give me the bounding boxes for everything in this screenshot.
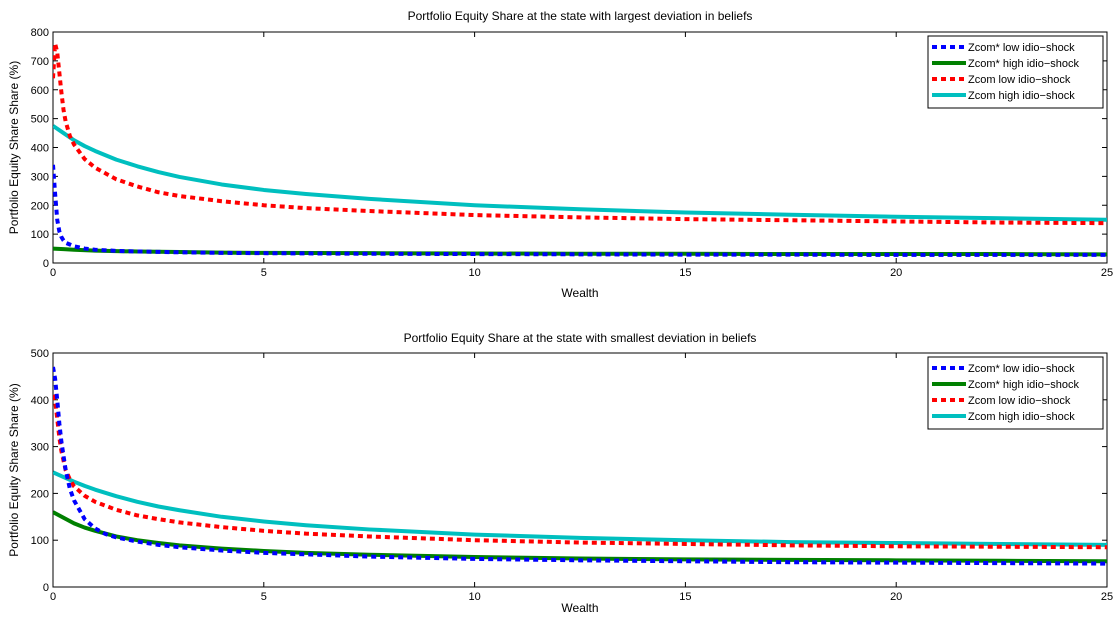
x-tick-label: 0: [50, 267, 56, 279]
y-tick-label: 800: [31, 27, 49, 39]
x-tick-label: 15: [679, 591, 691, 603]
y-tick-label: 300: [31, 442, 49, 454]
series-line-4: [53, 124, 1107, 222]
chart-bottom: Portfolio Equity Share at the state with…: [7, 331, 1113, 615]
legend-label: Zcom low idio−shock: [968, 74, 1071, 86]
series-line-4: [53, 470, 1107, 547]
legend-label: Zcom high idio−shock: [968, 90, 1075, 102]
y-tick-label: 500: [31, 114, 49, 126]
x-tick-label: 15: [679, 267, 691, 279]
y-tick-label: 300: [31, 171, 49, 183]
y-tick-label: 0: [43, 582, 49, 594]
x-tick-label: 25: [1101, 591, 1113, 603]
x-tick-label: 5: [261, 267, 267, 279]
y-tick-label: 600: [31, 85, 49, 97]
legend-label: Zcom* high idio−shock: [968, 379, 1079, 391]
x-tick-label: 5: [261, 591, 267, 603]
x-tick-label: 10: [468, 591, 480, 603]
y-tick-label: 200: [31, 200, 49, 212]
y-tick-label: 200: [31, 488, 49, 500]
x-tick-label: 0: [50, 591, 56, 603]
chart-top: Portfolio Equity Share at the state with…: [7, 9, 1113, 300]
x-tick-label: 10: [468, 267, 480, 279]
series-line-2: [53, 510, 1107, 564]
x-tick-label: 20: [890, 267, 902, 279]
y-tick-label: 100: [31, 229, 49, 241]
legend-label: Zcom* low idio−shock: [968, 42, 1075, 54]
y-axis-label: Portfolio Equity Share Share (%): [7, 61, 21, 234]
x-axis-label: Wealth: [561, 601, 598, 615]
legend-label: Zcom high idio−shock: [968, 411, 1075, 423]
x-tick-label: 20: [890, 591, 902, 603]
y-tick-label: 500: [31, 348, 49, 360]
x-tick-label: 25: [1101, 267, 1113, 279]
series-line-1: [53, 366, 1107, 566]
y-tick-label: 0: [43, 258, 49, 270]
x-axis-label: Wealth: [561, 286, 598, 300]
series-line-3: [53, 41, 1107, 226]
y-tick-label: 100: [31, 535, 49, 547]
chart-title: Portfolio Equity Share at the state with…: [408, 9, 753, 23]
y-tick-label: 400: [31, 143, 49, 155]
legend-label: Zcom* high idio−shock: [968, 58, 1079, 70]
legend-label: Zcom low idio−shock: [968, 395, 1071, 407]
legend-label: Zcom* low idio−shock: [968, 363, 1075, 375]
y-tick-label: 400: [31, 395, 49, 407]
chart-title: Portfolio Equity Share at the state with…: [404, 331, 757, 345]
y-tick-label: 700: [31, 56, 49, 68]
y-axis-label: Portfolio Equity Share Share (%): [7, 383, 21, 556]
